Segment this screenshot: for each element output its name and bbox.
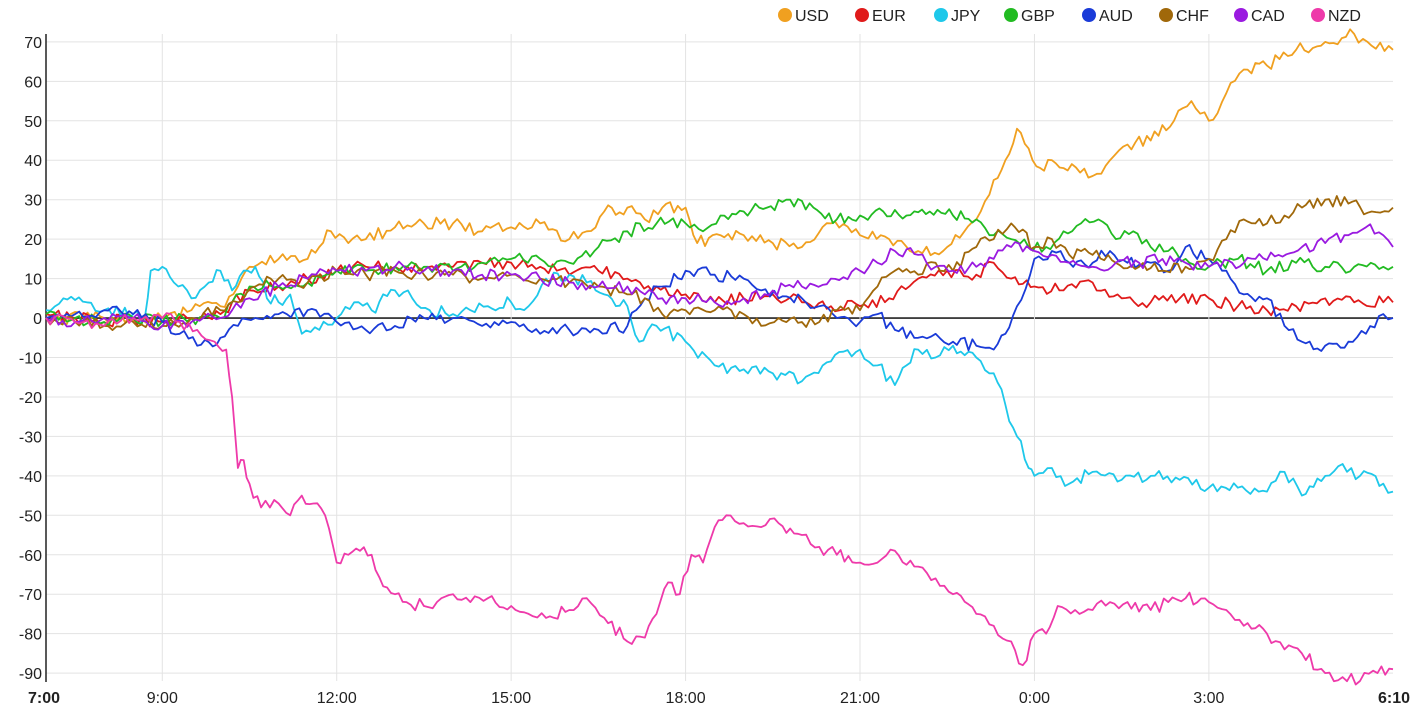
series-line-nzd [45,312,1394,686]
y-tick-label: -10 [19,351,42,368]
legend-marker [855,8,869,22]
y-tick-label: 60 [24,74,42,91]
legend-item-chf[interactable]: CHF [1159,8,1209,25]
legend-marker [934,8,948,22]
series-line-aud [45,244,1394,352]
series-line-eur [45,257,1394,328]
y-tick-label: 0 [33,311,42,328]
legend-marker [1004,8,1018,22]
y-tick-label: 70 [24,35,42,52]
series-line-chf [45,195,1394,331]
legend-item-jpy[interactable]: JPY [934,8,981,25]
legend-item-cad[interactable]: CAD [1234,8,1285,25]
legend-label: CAD [1251,8,1285,25]
x-tick-label: 9:00 [147,690,178,707]
legend-item-gbp[interactable]: GBP [1004,8,1055,25]
legend-marker [1234,8,1248,22]
series-line-gbp [45,198,1394,327]
series-line-jpy [45,265,1394,497]
series-line-cad [45,223,1394,331]
legend-label: NZD [1328,8,1361,25]
y-tick-label: -80 [19,627,42,644]
y-tick-label: 50 [24,114,42,131]
legend-marker [1159,8,1173,22]
legend-label: AUD [1099,8,1133,25]
y-tick-label: -70 [19,587,42,604]
y-tick-label: -90 [19,666,42,683]
series-layer [45,28,1394,686]
y-tick-label: 10 [24,272,42,289]
legend-label: GBP [1021,8,1055,25]
legend-marker [1082,8,1096,22]
legend-item-nzd[interactable]: NZD [1311,8,1361,25]
series-line-usd [45,28,1394,325]
legend-label: JPY [951,8,981,25]
y-tick-label: -30 [19,429,42,446]
x-tick-label: 12:00 [317,690,357,707]
y-tick-label: 40 [24,153,42,170]
legend-item-usd[interactable]: USD [778,8,829,25]
x-tick-label: 21:00 [840,690,880,707]
legend-marker [778,8,792,22]
legend-label: USD [795,8,829,25]
y-tick-label: 30 [24,193,42,210]
legend-label: CHF [1176,8,1209,25]
x-tick-label: 3:00 [1193,690,1224,707]
x-tick-label: 0:00 [1019,690,1050,707]
x-tick-label: 6:10 [1378,690,1410,707]
y-tick-label: -40 [19,469,42,486]
x-tick-label: 7:00 [28,690,60,707]
grid-layer [46,34,1393,681]
legend-item-eur[interactable]: EUR [855,8,906,25]
legend[interactable]: USD EUR JPY GBP AUD CHF CAD NZD [778,8,1361,25]
y-tick-label: -50 [19,508,42,525]
y-tick-label: 20 [24,232,42,249]
x-tick-label: 18:00 [666,690,706,707]
x-tick-label: 15:00 [491,690,531,707]
axis-layer: 70 60 50 40 30 20 10 0 -10 -20 -30 -40 -50 -60 -70 -80 -… [19,34,1410,707]
y-tick-label: -60 [19,548,42,565]
legend-marker [1311,8,1325,22]
legend-item-aud[interactable]: AUD [1082,8,1133,25]
legend-label: EUR [872,8,906,25]
y-tick-label: -20 [19,390,42,407]
